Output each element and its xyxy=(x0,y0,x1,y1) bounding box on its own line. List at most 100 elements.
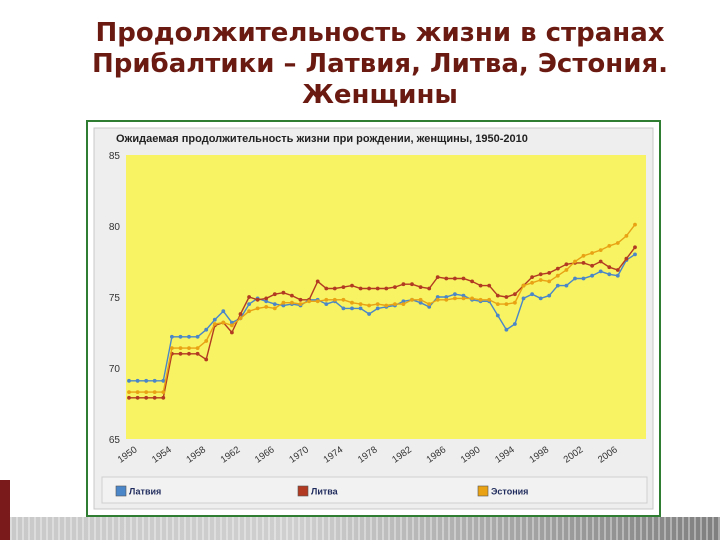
data-point xyxy=(573,259,577,264)
data-point xyxy=(393,285,397,289)
data-point xyxy=(127,395,131,400)
data-point xyxy=(547,293,552,298)
data-point xyxy=(187,334,191,339)
data-point xyxy=(375,306,380,311)
data-point xyxy=(607,272,612,277)
data-point xyxy=(135,395,140,400)
data-point xyxy=(513,300,517,305)
data-point xyxy=(350,306,354,311)
data-point xyxy=(401,302,406,306)
data-point xyxy=(435,295,440,299)
data-point xyxy=(513,322,517,326)
plot-area xyxy=(126,155,646,439)
data-point xyxy=(607,265,612,270)
data-point xyxy=(418,297,423,302)
data-point xyxy=(453,292,457,297)
data-point xyxy=(290,300,294,305)
data-point xyxy=(272,302,277,306)
legend-swatch xyxy=(297,485,309,497)
data-point xyxy=(281,290,286,295)
series-line-1 xyxy=(129,253,636,382)
data-point xyxy=(590,273,594,278)
data-point xyxy=(461,296,466,301)
data-point xyxy=(598,269,603,274)
data-point xyxy=(598,248,603,252)
data-point xyxy=(144,390,149,394)
data-point xyxy=(427,286,432,291)
data-point xyxy=(187,346,191,350)
data-point xyxy=(401,282,406,287)
data-point xyxy=(444,295,449,299)
data-point xyxy=(272,306,277,311)
y-tick-label: 70 xyxy=(109,364,121,375)
chart-frame: Ожидаемая продолжительность жизни при ро… xyxy=(86,120,661,517)
slide-title-line: Продолжительность жизни в странах xyxy=(95,18,665,48)
data-point xyxy=(161,378,166,383)
data-point xyxy=(127,378,131,383)
data-point xyxy=(144,395,149,400)
data-point xyxy=(495,302,500,306)
data-point xyxy=(564,283,569,288)
chart-title: Ожидаемая продолжительность жизни при ро… xyxy=(116,133,528,145)
data-point xyxy=(298,302,303,306)
data-point xyxy=(170,334,174,339)
data-point xyxy=(624,256,629,261)
data-point xyxy=(307,299,311,304)
data-point xyxy=(298,297,303,302)
data-point xyxy=(435,275,440,279)
data-point xyxy=(238,316,243,321)
data-point xyxy=(427,302,432,306)
data-point xyxy=(161,395,166,400)
data-point xyxy=(212,317,217,322)
y-tick-label: 80 xyxy=(109,222,121,233)
data-point xyxy=(633,222,637,227)
data-point xyxy=(195,346,200,350)
data-point xyxy=(624,234,629,238)
data-point xyxy=(521,283,526,288)
left-decoration-stripe xyxy=(0,0,10,540)
data-point xyxy=(367,303,371,308)
data-point xyxy=(195,334,200,339)
data-point xyxy=(410,297,414,302)
data-point xyxy=(358,302,363,306)
data-point xyxy=(444,276,449,281)
data-point xyxy=(144,378,149,383)
data-point xyxy=(581,253,586,258)
data-point xyxy=(615,268,620,272)
data-point xyxy=(530,280,534,285)
slide-title: Продолжительность жизни в странах Прибал… xyxy=(60,18,700,111)
data-point xyxy=(230,330,234,335)
slide-title-line: Женщины xyxy=(302,80,458,110)
data-point xyxy=(195,351,200,356)
legend-swatch xyxy=(115,485,127,497)
data-point xyxy=(581,261,586,265)
data-point xyxy=(607,244,612,248)
data-point xyxy=(418,300,423,305)
data-point xyxy=(384,286,389,291)
data-point xyxy=(324,302,329,306)
slide-title-line: Прибалтики – Латвия, Литва, Эстония. xyxy=(91,49,669,79)
legend-swatch xyxy=(477,485,489,497)
data-point xyxy=(538,272,543,277)
data-point xyxy=(375,302,380,306)
data-point xyxy=(555,273,560,278)
data-point xyxy=(564,262,569,267)
data-point xyxy=(375,286,380,291)
life-expectancy-chart: Ожидаемая продолжительность жизни при ро… xyxy=(93,127,654,510)
data-point xyxy=(530,275,534,279)
data-point xyxy=(573,276,577,281)
data-point xyxy=(212,322,217,326)
data-point xyxy=(598,259,603,264)
data-point xyxy=(152,390,157,394)
data-point xyxy=(461,293,466,298)
y-tick-label: 85 xyxy=(109,151,121,162)
data-point xyxy=(393,302,397,306)
data-point xyxy=(470,296,474,301)
data-point xyxy=(358,306,363,311)
data-point xyxy=(341,306,346,311)
data-point xyxy=(238,312,243,316)
data-point xyxy=(315,279,320,284)
data-point xyxy=(152,395,157,400)
data-point xyxy=(178,346,183,350)
data-point xyxy=(478,297,483,302)
